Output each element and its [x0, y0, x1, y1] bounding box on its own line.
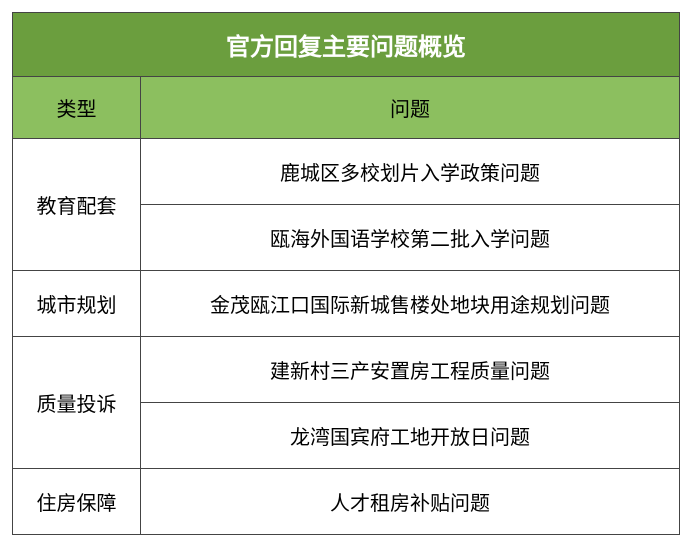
- issue-item: 龙湾国宾府工地开放日问题: [141, 403, 679, 468]
- table-row: 质量投诉建新村三产安置房工程质量问题龙湾国宾府工地开放日问题: [13, 337, 679, 469]
- issues-cell: 鹿城区多校划片入学政策问题瓯海外国语学校第二批入学问题: [141, 139, 679, 270]
- issues-cell: 建新村三产安置房工程质量问题龙湾国宾府工地开放日问题: [141, 337, 679, 468]
- table-title: 官方回复主要问题概览: [13, 13, 679, 77]
- overview-table: 官方回复主要问题概览 类型 问题 教育配套鹿城区多校划片入学政策问题瓯海外国语学…: [12, 12, 680, 535]
- issue-item: 人才租房补贴问题: [141, 469, 679, 534]
- header-type: 类型: [13, 77, 141, 138]
- issues-cell: 金茂瓯江口国际新城售楼处地块用途规划问题: [141, 271, 679, 336]
- issue-item: 建新村三产安置房工程质量问题: [141, 337, 679, 403]
- table-row: 住房保障人才租房补贴问题: [13, 469, 679, 534]
- issue-item: 瓯海外国语学校第二批入学问题: [141, 205, 679, 270]
- type-cell: 教育配套: [13, 139, 141, 270]
- type-cell: 住房保障: [13, 469, 141, 534]
- table-row: 教育配套鹿城区多校划片入学政策问题瓯海外国语学校第二批入学问题: [13, 139, 679, 271]
- issue-item: 鹿城区多校划片入学政策问题: [141, 139, 679, 205]
- type-cell: 质量投诉: [13, 337, 141, 468]
- issue-item: 金茂瓯江口国际新城售楼处地块用途规划问题: [141, 271, 679, 336]
- table-body: 教育配套鹿城区多校划片入学政策问题瓯海外国语学校第二批入学问题城市规划金茂瓯江口…: [13, 139, 679, 534]
- issues-cell: 人才租房补贴问题: [141, 469, 679, 534]
- table-header-row: 类型 问题: [13, 77, 679, 139]
- table-row: 城市规划金茂瓯江口国际新城售楼处地块用途规划问题: [13, 271, 679, 337]
- header-issue: 问题: [141, 77, 679, 138]
- type-cell: 城市规划: [13, 271, 141, 336]
